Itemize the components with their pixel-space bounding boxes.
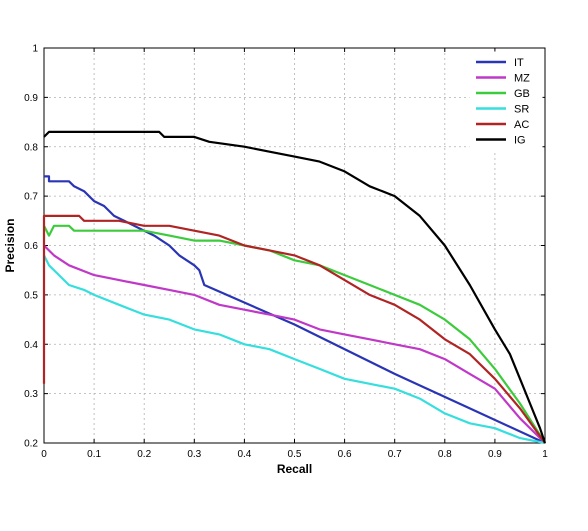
- x-tick-label: 0.3: [187, 449, 201, 460]
- legend-box: [469, 51, 543, 152]
- x-tick-label: 0.9: [488, 449, 502, 460]
- y-tick-label: 0.8: [24, 142, 38, 153]
- legend-label-ig: IG: [514, 135, 526, 147]
- series-line-ig: [43, 130, 547, 444]
- x-tick-label: 0.6: [338, 449, 352, 460]
- legend-label-sr: SR: [514, 104, 529, 116]
- x-tick-label: 0: [41, 449, 47, 460]
- x-tick-label: 0.8: [438, 449, 452, 460]
- y-tick-label: 0.6: [24, 241, 38, 252]
- y-tick-label: 0.7: [24, 192, 38, 203]
- legend-label-it: IT: [514, 57, 524, 69]
- y-tick-label: 0.4: [24, 340, 38, 351]
- legend-label-ac: AC: [514, 119, 529, 131]
- legend: IT MZ GB SR AC IG: [469, 51, 543, 152]
- y-tick-label: 0.3: [24, 389, 38, 400]
- x-axis-title: Recall: [277, 462, 312, 476]
- y-tick-label: 0.2: [24, 439, 38, 450]
- series-line-ac: [42, 214, 546, 444]
- series-line-it: [44, 175, 546, 444]
- x-tick-label: 0.7: [388, 449, 402, 460]
- series-line-sr: [43, 254, 546, 445]
- grid: [44, 48, 545, 443]
- x-tick-label: 0.2: [137, 449, 151, 460]
- x-tick-label: 0.4: [237, 449, 251, 460]
- x-tick-label: 0.1: [87, 449, 101, 460]
- series-lines: [42, 130, 547, 445]
- y-axis-title: Precision: [3, 218, 17, 272]
- y-tick-label: 1: [32, 44, 38, 55]
- series-line-mz: [43, 244, 546, 444]
- legend-label-mz: MZ: [514, 73, 530, 85]
- legend-label-gb: GB: [514, 88, 530, 100]
- axis-ticks: 0 0.1 0.2 0.3 0.4 0.5 0.6 0.7 0.8 0.9 1 0.2 0.3 0.4 0.…: [24, 44, 548, 461]
- x-tick-label: 1: [542, 449, 548, 460]
- y-tick-label: 0.9: [24, 93, 38, 104]
- x-tick-label: 0.5: [288, 449, 302, 460]
- y-tick-label: 0.5: [24, 290, 38, 301]
